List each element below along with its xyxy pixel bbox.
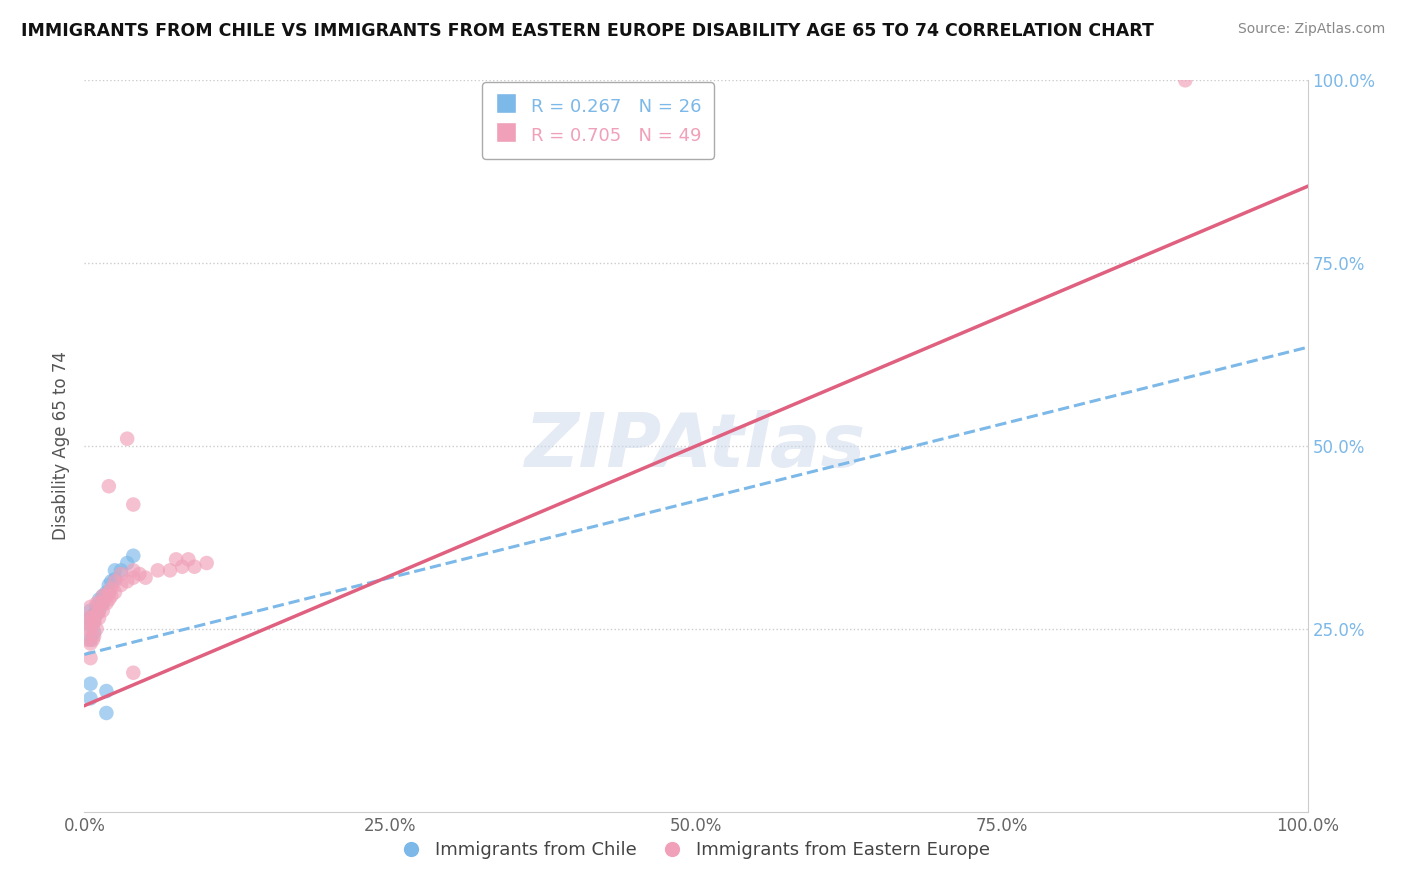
Point <box>91 603 114 617</box>
Point <box>86 607 108 622</box>
Point <box>96 585 118 599</box>
Point <box>79 611 101 625</box>
Point <box>159 563 181 577</box>
Point <box>97 578 120 592</box>
Point <box>83 625 105 640</box>
Point <box>83 607 105 622</box>
Point <box>115 574 138 589</box>
Point <box>87 611 110 625</box>
Point <box>1174 73 1197 87</box>
Point <box>82 611 104 625</box>
Point <box>104 563 127 577</box>
Point <box>79 676 101 690</box>
Point <box>77 622 100 636</box>
Point <box>79 611 101 625</box>
Point <box>79 636 101 650</box>
Point <box>83 615 105 629</box>
Point <box>110 563 132 577</box>
Point <box>91 589 114 603</box>
Point <box>77 632 100 647</box>
Point <box>82 632 104 647</box>
Point <box>83 629 105 643</box>
Point <box>104 572 127 586</box>
Point <box>97 479 120 493</box>
Point <box>110 567 132 582</box>
Text: ZIPAtlas: ZIPAtlas <box>526 409 866 483</box>
Point <box>97 592 120 607</box>
Point <box>87 603 110 617</box>
Point <box>79 632 101 647</box>
Point <box>79 651 101 665</box>
Point <box>100 582 122 596</box>
Point <box>177 552 200 566</box>
Point <box>91 589 114 603</box>
Point <box>86 596 108 610</box>
Y-axis label: Disability Age 65 to 74: Disability Age 65 to 74 <box>52 351 70 541</box>
Point <box>86 622 108 636</box>
Point <box>122 665 145 680</box>
Point <box>135 571 157 585</box>
Point <box>122 498 145 512</box>
Point <box>87 592 110 607</box>
Point <box>110 578 132 592</box>
Point <box>79 622 101 636</box>
Point <box>91 596 114 610</box>
Point <box>128 567 150 582</box>
Point <box>87 596 110 610</box>
Point <box>165 552 187 566</box>
Point <box>91 596 114 610</box>
Point <box>96 706 118 720</box>
Point <box>96 589 118 603</box>
Point <box>104 585 127 599</box>
Point <box>100 574 122 589</box>
Point <box>77 611 100 625</box>
Point <box>82 618 104 632</box>
Point <box>83 615 105 629</box>
Point <box>146 563 169 577</box>
Point <box>79 691 101 706</box>
Point <box>172 559 194 574</box>
Point <box>104 574 127 589</box>
Point <box>96 684 118 698</box>
Point <box>87 603 110 617</box>
Legend: Immigrants from Chile, Immigrants from Eastern Europe: Immigrants from Chile, Immigrants from E… <box>394 832 998 869</box>
Point <box>122 549 145 563</box>
Point <box>96 596 118 610</box>
Point <box>86 599 108 614</box>
Point <box>115 432 138 446</box>
Point <box>79 599 101 614</box>
Point <box>97 585 120 599</box>
Point <box>100 589 122 603</box>
Point <box>86 607 108 622</box>
Point <box>115 556 138 570</box>
Point <box>122 571 145 585</box>
Point <box>183 559 205 574</box>
Point <box>79 618 101 632</box>
Point <box>122 563 145 577</box>
Point <box>195 556 218 570</box>
Text: IMMIGRANTS FROM CHILE VS IMMIGRANTS FROM EASTERN EUROPE DISABILITY AGE 65 TO 74 : IMMIGRANTS FROM CHILE VS IMMIGRANTS FROM… <box>21 22 1154 40</box>
Point <box>79 603 101 617</box>
Text: Source: ZipAtlas.com: Source: ZipAtlas.com <box>1237 22 1385 37</box>
Point <box>97 585 120 599</box>
